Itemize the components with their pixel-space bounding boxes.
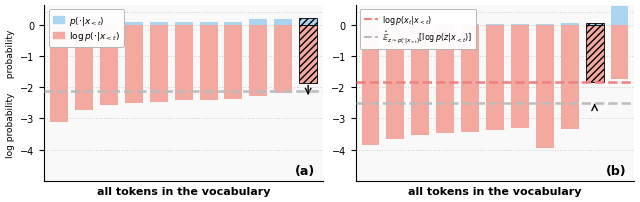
- Bar: [200, 26, 218, 100]
- Bar: [275, 20, 292, 26]
- Bar: [50, 26, 68, 122]
- Bar: [536, 24, 554, 26]
- Bar: [436, 24, 454, 26]
- Bar: [300, 26, 317, 83]
- Bar: [561, 24, 579, 26]
- Bar: [412, 24, 429, 26]
- Bar: [100, 26, 118, 106]
- Bar: [150, 26, 168, 102]
- Legend: $\log p(x_t|x_{<t})$, $\hat{\mathbb{E}}_{z\sim p(\cdot|x_{<t})}[\log p(z|x_{<t}): $\log p(x_t|x_{<t})$, $\hat{\mathbb{E}}_…: [360, 9, 476, 49]
- Bar: [586, 24, 604, 26]
- Bar: [436, 26, 454, 133]
- Bar: [461, 24, 479, 26]
- Bar: [561, 26, 579, 130]
- Bar: [175, 23, 193, 26]
- Y-axis label: log probability     probability: log probability probability: [6, 29, 15, 157]
- Bar: [225, 23, 243, 26]
- Bar: [586, 26, 604, 82]
- X-axis label: all tokens in the vocabulary: all tokens in the vocabulary: [97, 186, 271, 197]
- Bar: [125, 26, 143, 103]
- Bar: [511, 24, 529, 26]
- Bar: [225, 26, 243, 100]
- Bar: [75, 24, 93, 26]
- Bar: [362, 26, 380, 145]
- Bar: [511, 26, 529, 129]
- Bar: [611, 7, 628, 26]
- Bar: [100, 23, 118, 26]
- Bar: [486, 26, 504, 131]
- Bar: [125, 23, 143, 26]
- Bar: [387, 24, 404, 26]
- Bar: [75, 26, 93, 110]
- Bar: [250, 26, 268, 97]
- Bar: [461, 26, 479, 132]
- X-axis label: all tokens in the vocabulary: all tokens in the vocabulary: [408, 186, 582, 197]
- Bar: [300, 19, 317, 26]
- Bar: [611, 26, 628, 80]
- Text: (a): (a): [294, 165, 315, 178]
- Bar: [150, 23, 168, 26]
- Bar: [175, 26, 193, 101]
- Bar: [200, 23, 218, 26]
- Text: (b): (b): [605, 165, 626, 178]
- Bar: [536, 26, 554, 148]
- Bar: [412, 26, 429, 135]
- Bar: [50, 24, 68, 26]
- Legend: $p(\cdot|x_{<t})$, $\log p(\cdot|x_{<t})$: $p(\cdot|x_{<t})$, $\log p(\cdot|x_{<t})…: [49, 10, 124, 47]
- Bar: [362, 24, 380, 26]
- Bar: [275, 26, 292, 93]
- Bar: [250, 20, 268, 26]
- Bar: [387, 26, 404, 139]
- Bar: [486, 24, 504, 26]
